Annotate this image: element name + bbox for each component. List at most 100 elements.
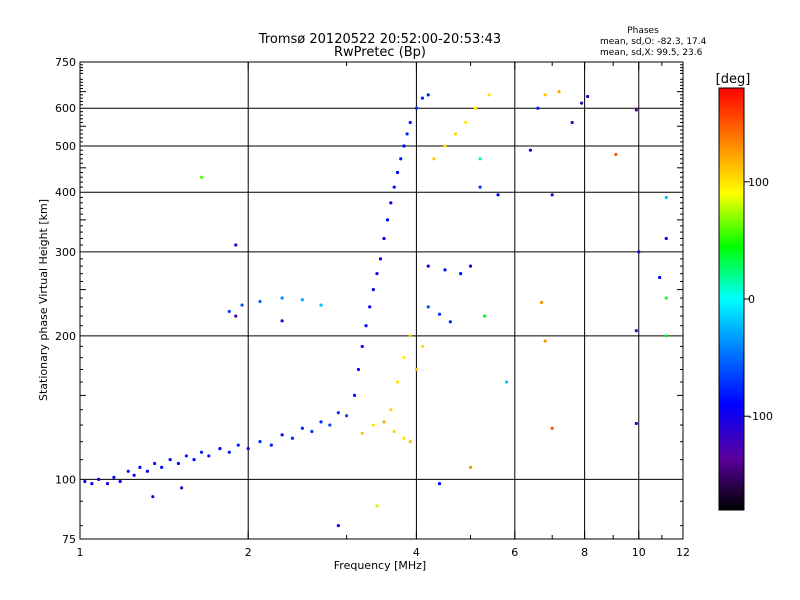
data-point	[336, 524, 340, 528]
x-tick-label: 8	[581, 546, 588, 559]
data-point	[658, 275, 662, 280]
data-point	[543, 93, 547, 97]
x-tick-label: 10	[632, 546, 646, 559]
data-point	[176, 461, 180, 466]
data-point	[414, 367, 419, 372]
data-point	[258, 299, 262, 304]
data-point	[408, 120, 412, 125]
data-point	[557, 90, 561, 94]
data-point	[614, 152, 618, 157]
data-point	[426, 305, 430, 309]
data-point	[504, 380, 509, 384]
chart-subtitle: RwPretec (Bp)	[334, 45, 426, 60]
data-point	[352, 393, 357, 398]
data-point	[207, 454, 211, 458]
data-point	[464, 120, 468, 125]
data-point	[408, 440, 412, 444]
data-point	[468, 264, 473, 268]
data-point	[280, 433, 284, 437]
data-point	[392, 185, 396, 189]
data-point	[426, 93, 430, 97]
data-point	[405, 132, 409, 136]
data-point	[112, 475, 116, 479]
data-point	[389, 408, 393, 412]
data-point	[280, 319, 284, 323]
data-point	[634, 421, 638, 426]
data-point	[395, 380, 400, 384]
colorbar-tick-label: 100	[748, 176, 769, 189]
data-point	[637, 250, 641, 254]
data-point	[543, 339, 547, 343]
data-point	[234, 314, 238, 318]
data-point	[392, 429, 396, 434]
data-point	[132, 473, 136, 477]
data-point	[634, 108, 638, 112]
data-point	[378, 257, 383, 261]
x-tick-label: 12	[676, 546, 690, 559]
data-point	[487, 93, 491, 97]
data-point	[443, 144, 447, 148]
colorbar-tick-label: 0	[748, 293, 755, 306]
data-point	[496, 193, 500, 197]
data-point	[300, 298, 304, 302]
data-point	[375, 504, 379, 508]
y-tick-label: 500	[55, 140, 76, 153]
data-point	[420, 96, 424, 100]
data-point	[459, 272, 463, 276]
data-point	[168, 458, 172, 462]
data-point	[664, 236, 668, 241]
y-tick-label: 750	[55, 56, 76, 69]
x-axis-label: Frequency [MHz]	[334, 559, 426, 572]
colorbar-ticks: 100 0 -100	[744, 176, 773, 423]
data-point	[402, 144, 406, 148]
data-point	[83, 479, 87, 484]
data-point	[319, 303, 323, 307]
data-point	[328, 423, 332, 427]
data-point	[539, 300, 544, 305]
data-point	[199, 175, 204, 179]
data-point	[300, 426, 304, 430]
data-point	[126, 469, 130, 473]
data-point	[664, 334, 668, 338]
data-point	[240, 303, 244, 307]
data-point	[473, 106, 477, 110]
data-point	[389, 201, 393, 205]
data-point	[443, 268, 447, 272]
data-point	[468, 465, 473, 469]
data-point	[234, 243, 238, 247]
data-point	[97, 477, 101, 482]
data-point	[437, 312, 442, 316]
data-point	[344, 414, 349, 418]
data-point	[437, 481, 442, 486]
colorbar-tick-label: -100	[748, 410, 773, 423]
data-point	[371, 423, 375, 427]
data-point	[319, 420, 323, 424]
data-point	[382, 236, 386, 241]
data-point	[364, 324, 368, 328]
data-point	[664, 195, 668, 200]
data-point	[199, 450, 204, 454]
data-point	[368, 305, 372, 309]
data-point	[579, 101, 584, 105]
data-point	[550, 193, 554, 197]
data-point	[536, 106, 540, 110]
grid	[80, 62, 683, 539]
data-point	[414, 106, 419, 110]
legend-heading: Phases	[627, 26, 659, 36]
data-point	[290, 436, 295, 440]
y-tick-label: 200	[55, 330, 76, 343]
y-tick-label: 400	[55, 186, 76, 199]
data-point	[402, 436, 406, 440]
data-point	[227, 450, 231, 454]
data-point	[218, 447, 222, 451]
data-point	[528, 148, 533, 152]
data-point	[420, 344, 424, 349]
data-point	[160, 465, 164, 469]
colorbar-label: [deg]	[716, 72, 751, 87]
y-tick-label: 100	[55, 473, 76, 486]
data-point	[280, 296, 284, 300]
data-point	[236, 443, 240, 447]
x-tick-label: 6	[511, 546, 518, 559]
data-point	[360, 344, 364, 349]
